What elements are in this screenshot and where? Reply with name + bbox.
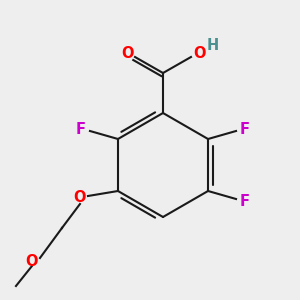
Text: F: F bbox=[76, 122, 86, 136]
Text: H: H bbox=[207, 38, 219, 52]
Text: O: O bbox=[26, 254, 38, 269]
Text: O: O bbox=[193, 46, 205, 61]
Text: F: F bbox=[240, 122, 250, 136]
Text: O: O bbox=[121, 46, 133, 61]
Text: F: F bbox=[240, 194, 250, 208]
Text: O: O bbox=[74, 190, 86, 206]
